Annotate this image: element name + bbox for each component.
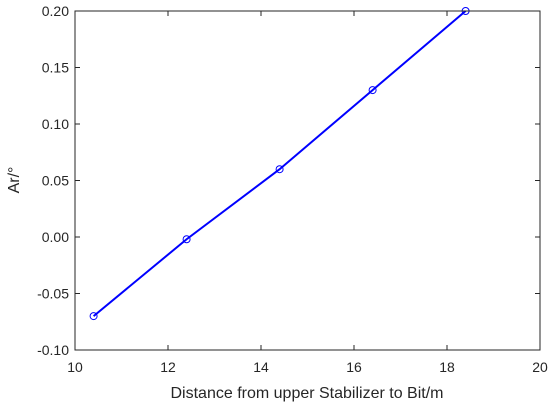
x-tick-label: 16 xyxy=(346,359,362,375)
y-tick-label: 0.00 xyxy=(42,229,69,245)
x-axis-title: Distance from upper Stabilizer to Bit/m xyxy=(171,385,444,402)
x-tick-label: 18 xyxy=(439,359,455,375)
data-point xyxy=(368,86,377,95)
y-tick-label: -0.10 xyxy=(37,342,69,358)
data-point xyxy=(89,312,98,321)
x-tick-label: 14 xyxy=(253,359,269,375)
data-point xyxy=(182,235,191,244)
plot-area xyxy=(75,11,540,350)
x-tick-label: 12 xyxy=(160,359,176,375)
axes-box xyxy=(74,10,541,351)
series-group xyxy=(89,7,470,321)
y-tick-label: 0.10 xyxy=(42,116,69,132)
y-tick-label: 0.20 xyxy=(42,3,69,19)
y-tick-label: 0.05 xyxy=(42,173,69,189)
y-tick-label: 0.15 xyxy=(42,60,69,76)
data-point xyxy=(275,165,284,174)
y-axis-title: Ar/° xyxy=(6,167,23,194)
series-line xyxy=(92,10,467,317)
x-tick-label: 20 xyxy=(532,359,548,375)
x-tick-label: 10 xyxy=(67,359,83,375)
y-tick-label: -0.05 xyxy=(37,286,69,302)
